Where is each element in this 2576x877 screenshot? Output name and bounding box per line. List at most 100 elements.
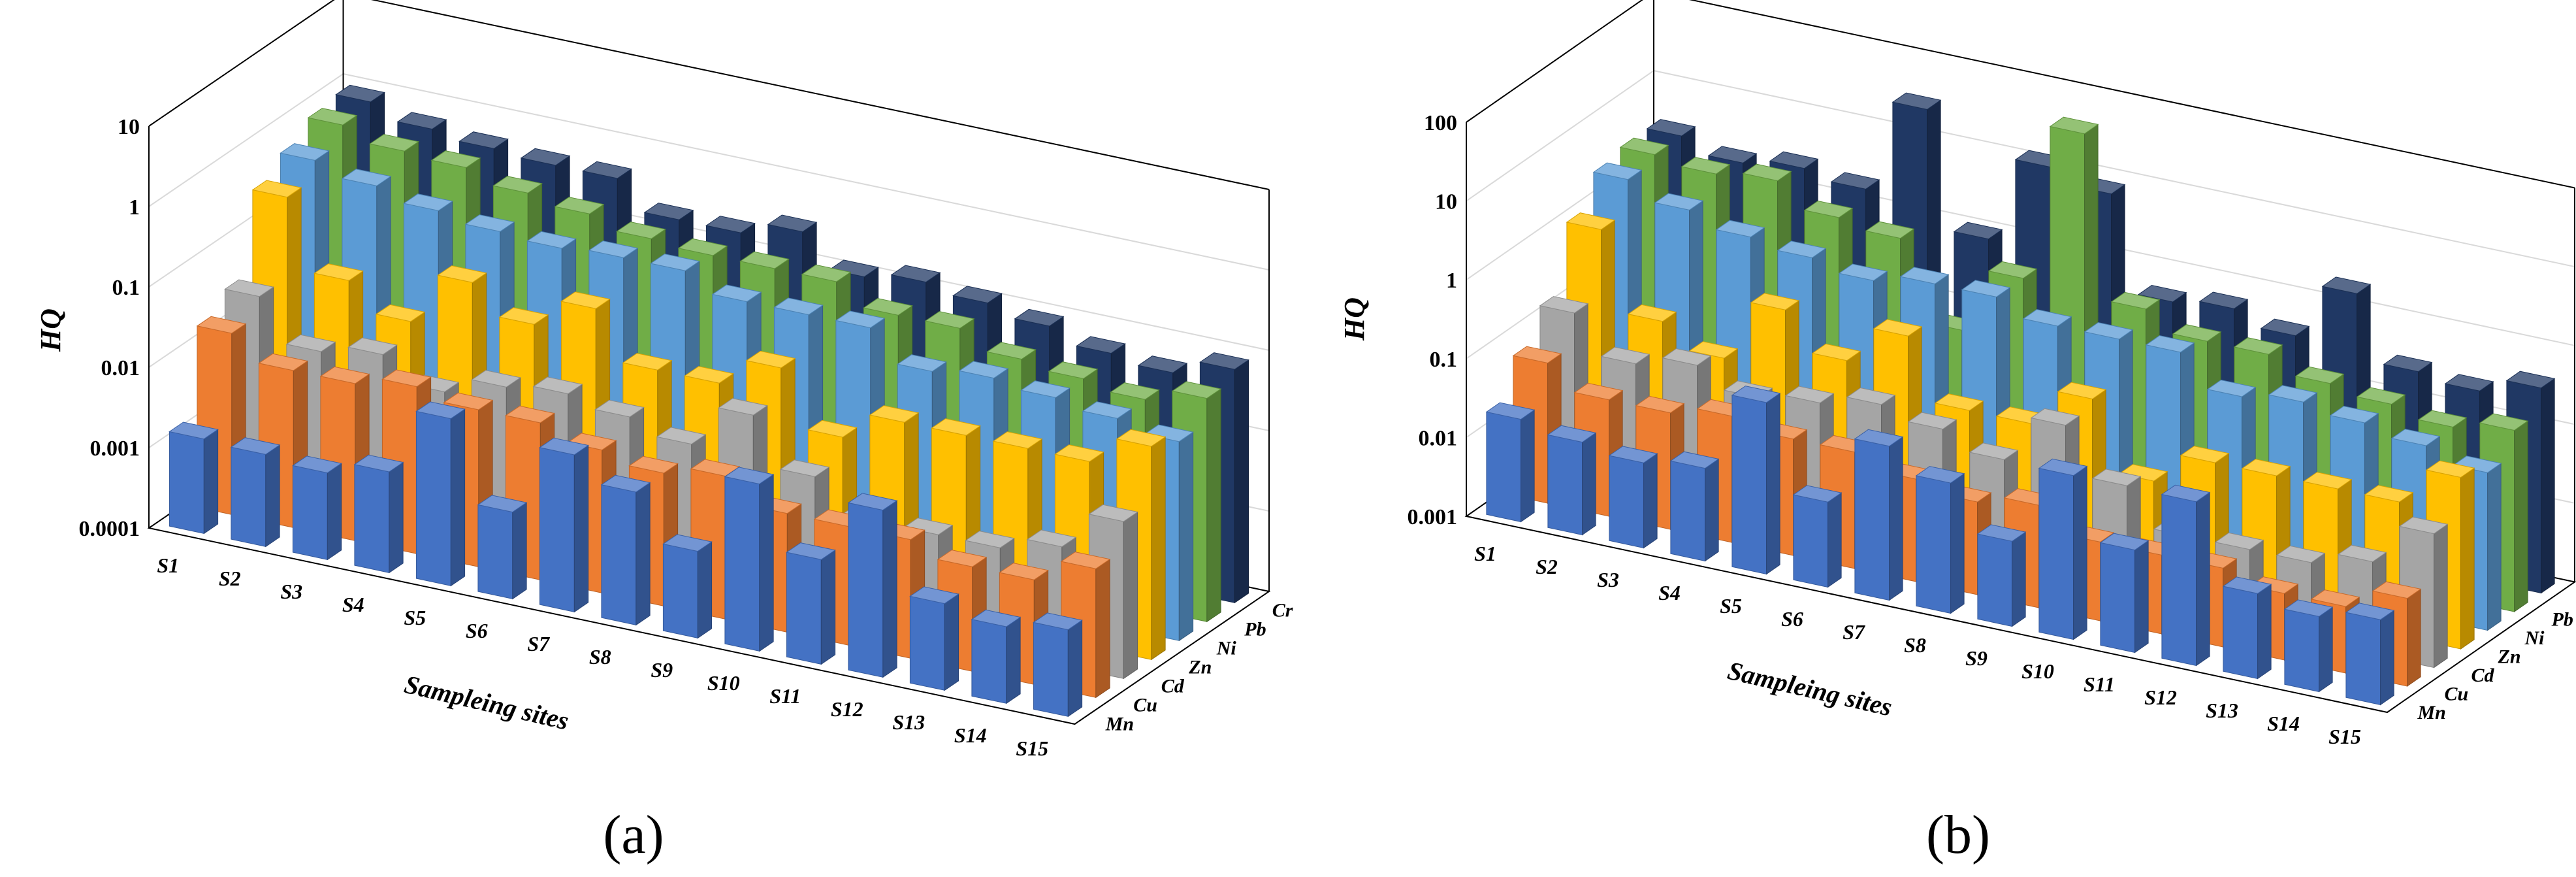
bar-mn-s14 (2283, 599, 2334, 693)
x-tick-label: S11 (2084, 672, 2115, 696)
bar-mn-s1 (169, 422, 219, 535)
x-tick-label: S11 (769, 684, 801, 708)
bar-mn-s2 (1547, 425, 1597, 536)
bar-mn-s9 (1976, 524, 2027, 627)
z-tick-label: Pb (1244, 619, 1266, 640)
z-tick-label: Cd (1161, 676, 1185, 697)
x-axis-title: Sampleing sites (1725, 655, 1895, 722)
z-tick-label: Cr (1272, 600, 1293, 621)
bar-mn-s11 (786, 542, 836, 665)
y-tick-label: 0.01 (101, 356, 140, 380)
x-tick-label: S10 (2021, 659, 2054, 683)
panel-label-b: (b) (1926, 804, 1990, 865)
y-tick-label: 1 (1446, 269, 1457, 293)
y-tick-label: 0.001 (1408, 505, 1458, 529)
bar-mn-s13 (909, 586, 959, 691)
bar-mn-s9 (662, 534, 713, 639)
x-tick-label: S7 (527, 632, 551, 655)
bar-mn-s13 (2222, 576, 2272, 680)
panel-label-a: (a) (603, 804, 664, 865)
z-tick-label: Mn (1105, 714, 1134, 735)
bar-mn-s1 (1485, 402, 1536, 523)
bar-mn-s14 (971, 609, 1022, 704)
y-axis-ticks: 0.0001 0.001 0.01 0.1 1 10 (79, 115, 140, 541)
bar-mn-s11 (2099, 533, 2149, 654)
z-tick-label: Pb (2551, 608, 2573, 630)
x-tick-label: S1 (1474, 542, 1496, 565)
bar-mn-s10 (724, 467, 775, 652)
y-axis-title: HQ (1338, 297, 1370, 341)
y-tick-label: 0.0001 (79, 517, 140, 541)
z-tick-label: Ni (1216, 638, 1237, 659)
bar-mn-s4 (353, 454, 404, 574)
x-tick-label: S15 (1016, 736, 1048, 760)
bar-mn-s12 (2161, 484, 2211, 667)
x-axis-title: Sampleing sites (402, 669, 572, 736)
z-tick-label: Cd (2471, 665, 2495, 686)
bars (169, 84, 1249, 718)
y-axis-ticks: 0.001 0.01 0.1 1 10 100 (1408, 111, 1458, 529)
z-tick-label: Cu (2445, 683, 2469, 704)
bar-mn-s5 (415, 401, 466, 587)
chart-panel-b: 0.0010.010.1110100HQS1S2S3S4S5S6S7S8S9S1… (1338, 0, 2576, 748)
x-tick-label: S5 (404, 606, 426, 629)
x-tick-label: S15 (2328, 725, 2361, 748)
z-tick-label: Ni (2524, 627, 2545, 649)
x-tick-label: S4 (1658, 581, 1681, 604)
y-tick-label: 10 (118, 115, 140, 139)
y-axis-title: HQ (35, 308, 67, 352)
x-tick-label: S4 (342, 593, 364, 616)
z-tick-label: Cu (1133, 695, 1157, 716)
x-tick-label: S10 (707, 671, 740, 695)
bar-mn-s8 (600, 474, 651, 626)
y-tick-label: 0.01 (1419, 426, 1458, 450)
x-tick-label: S12 (2144, 686, 2177, 709)
bar-mn-s3 (292, 455, 342, 561)
x-tick-label: S12 (831, 697, 863, 721)
bar-mn-s8 (1915, 466, 1965, 614)
y-tick-label: 1 (129, 195, 140, 220)
x-tick-label: S3 (1597, 568, 1619, 591)
x-tick-label: S14 (2267, 712, 2300, 735)
bar-mn-s12 (847, 493, 898, 678)
y-tick-label: 10 (1435, 190, 1457, 214)
x-tick-label: S9 (1965, 646, 1988, 670)
bar-mn-s7 (1854, 429, 1904, 601)
x-tick-label: S7 (1843, 620, 1866, 644)
x-tick-label: S9 (651, 658, 673, 682)
x-tick-label: S14 (954, 723, 987, 747)
x-axis-ticks: S1 S2 S3 S4 S5 S6 S7 S8 S9 S10 S11 S12 S13 S14 S15 (1474, 542, 2361, 748)
x-tick-label: S2 (219, 567, 241, 590)
x-tick-label: S2 (1536, 555, 1558, 578)
bar-mn-s15 (2345, 603, 2395, 706)
bar-mn-s15 (1033, 612, 1083, 718)
bar-mn-s6 (1792, 485, 1843, 588)
x-tick-label: S13 (892, 710, 925, 734)
z-tick-label: Mn (2417, 702, 2446, 723)
bar-mn-s10 (2038, 458, 2088, 640)
y-tick-label: 0.1 (112, 276, 140, 300)
bars (1485, 92, 2556, 706)
bar-mn-s5 (1731, 386, 1781, 575)
x-tick-label: S3 (280, 580, 302, 603)
x-tick-label: S5 (1720, 594, 1742, 618)
x-tick-label: S1 (157, 554, 179, 577)
y-tick-label: 0.1 (1430, 348, 1458, 372)
bar-mn-s3 (1608, 446, 1658, 549)
chart-panel-a: 0.00010.0010.010.1110HQS1S2S3S4S5S6S7S8S… (35, 0, 1293, 760)
x-tick-label: S6 (466, 619, 488, 642)
y-tick-label: 0.001 (90, 437, 140, 461)
bar-mn-s4 (1669, 451, 1720, 562)
x-tick-label: S8 (589, 645, 611, 669)
x-tick-label: S13 (2206, 699, 2238, 722)
x-axis-ticks: S1 S2 S3 S4 S5 S6 S7 S8 S9 S10 S11 S12 S13 S14 S15 (157, 554, 1048, 760)
z-tick-label: Zn (2498, 646, 2521, 667)
bar-mn-s6 (477, 495, 528, 600)
x-tick-label: S8 (1904, 633, 1926, 657)
z-tick-label: Zn (1188, 657, 1212, 678)
bar-mn-s2 (230, 437, 281, 548)
y-tick-label: 100 (1424, 111, 1457, 135)
